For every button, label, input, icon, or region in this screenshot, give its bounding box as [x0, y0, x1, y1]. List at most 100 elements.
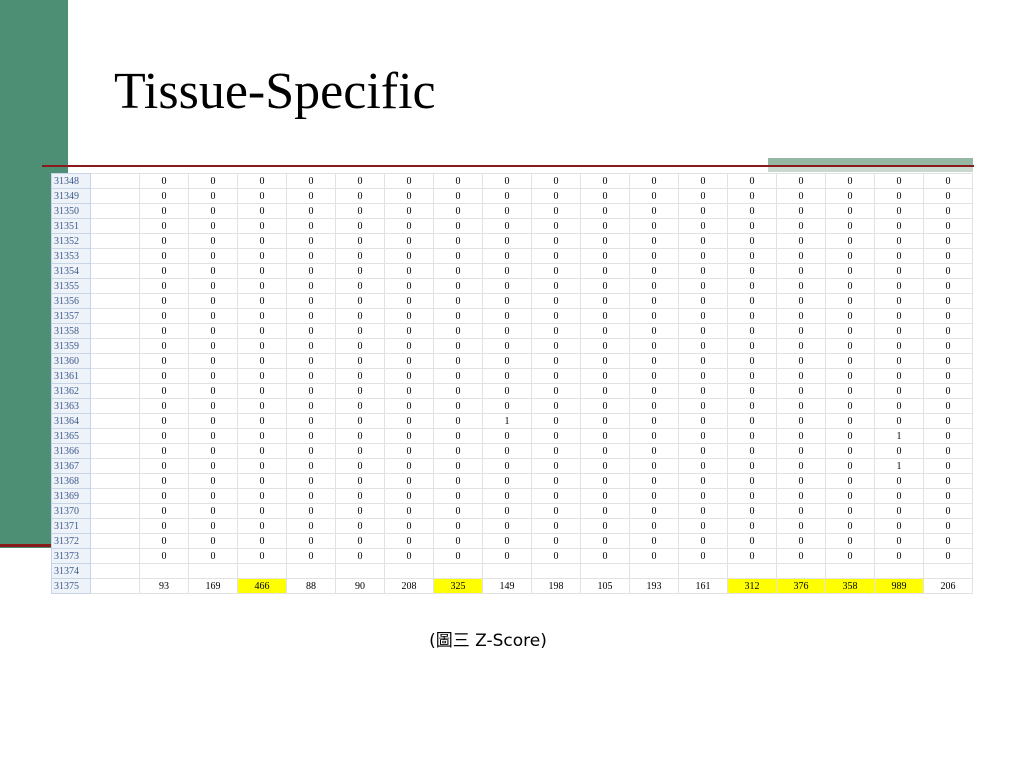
table-cell: 0	[433, 263, 483, 279]
table-row: 31350 0 0 0 0 0 0 0 0 0 0 0 0 0 0 0 0 0	[51, 203, 973, 219]
table-cell: 0	[188, 443, 238, 459]
table-cell: 0	[384, 173, 434, 189]
table-cell: 0	[923, 308, 973, 324]
table-cell: 0	[776, 308, 826, 324]
table-row: 31373 0 0 0 0 0 0 0 0 0 0 0 0 0 0 0 0 0	[51, 548, 973, 564]
table-cell: 0	[629, 548, 679, 564]
table-cell: 0	[776, 518, 826, 534]
table-cell: 0	[335, 488, 385, 504]
table-cell: 0	[384, 488, 434, 504]
table-cell	[482, 563, 532, 579]
title-accent-block	[768, 158, 973, 166]
table-cell: 0	[874, 443, 924, 459]
table-cell: 0	[629, 263, 679, 279]
table-cell: 0	[923, 218, 973, 234]
table-cell: 0	[433, 368, 483, 384]
table-cell: 0	[188, 248, 238, 264]
table-cell: 0	[923, 473, 973, 489]
table-cell: 0	[727, 428, 777, 444]
empty-cell	[90, 473, 140, 489]
table-cell: 0	[923, 488, 973, 504]
table-cell: 0	[335, 398, 385, 414]
table-cell: 0	[188, 173, 238, 189]
row-header: 31365	[51, 428, 91, 444]
table-cell: 0	[384, 338, 434, 354]
table-cell: 0	[286, 488, 336, 504]
row-header: 31356	[51, 293, 91, 309]
row-header: 31350	[51, 203, 91, 219]
empty-cell	[90, 563, 140, 579]
table-cell: 0	[482, 263, 532, 279]
table-cell: 0	[580, 383, 630, 399]
table-cell: 0	[384, 248, 434, 264]
table-cell: 0	[580, 173, 630, 189]
table-cell: 0	[237, 398, 287, 414]
table-cell: 0	[629, 458, 679, 474]
row-header: 31359	[51, 338, 91, 354]
row-header: 31352	[51, 233, 91, 249]
table-row: 31349 0 0 0 0 0 0 0 0 0 0 0 0 0 0 0 0 0	[51, 188, 973, 204]
table-cell: 0	[825, 413, 875, 429]
empty-cell	[90, 503, 140, 519]
table-cell: 0	[531, 518, 581, 534]
table-cell: 0	[923, 368, 973, 384]
table-cell: 0	[727, 233, 777, 249]
table-cell: 0	[433, 308, 483, 324]
table-cell: 0	[874, 323, 924, 339]
table-cell: 0	[923, 233, 973, 249]
table-cell: 0	[580, 353, 630, 369]
table-cell: 0	[678, 203, 728, 219]
table-cell: 0	[678, 338, 728, 354]
table-cell: 0	[482, 173, 532, 189]
table-row: 31355 0 0 0 0 0 0 0 0 0 0 0 0 0 0 0 0 0	[51, 278, 973, 294]
empty-cell	[90, 248, 140, 264]
table-cell: 0	[874, 383, 924, 399]
table-cell: 0	[629, 293, 679, 309]
table-cell: 0	[580, 233, 630, 249]
table-cell: 0	[335, 503, 385, 519]
table-cell: 0	[384, 278, 434, 294]
table-cell: 0	[188, 518, 238, 534]
table-cell: 0	[286, 203, 336, 219]
table-cell: 0	[237, 518, 287, 534]
table-cell	[188, 563, 238, 579]
table-cell: 0	[629, 338, 679, 354]
table-cell: 0	[727, 323, 777, 339]
table-cell: 0	[139, 518, 189, 534]
table-cell: 0	[237, 233, 287, 249]
table-cell: 0	[923, 518, 973, 534]
row-header: 31349	[51, 188, 91, 204]
table-cell: 0	[482, 428, 532, 444]
table-cell: 0	[188, 293, 238, 309]
table-cell: 0	[678, 548, 728, 564]
table-cell: 0	[286, 248, 336, 264]
table-cell: 0	[531, 278, 581, 294]
table-cell: 0	[237, 353, 287, 369]
table-cell: 0	[825, 383, 875, 399]
table-row: 31364 0 0 0 0 0 0 0 1 0 0 0 0 0 0 0 0 0	[51, 413, 973, 429]
table-cell: 0	[874, 188, 924, 204]
table-cell: 0	[678, 278, 728, 294]
table-cell	[874, 563, 924, 579]
table-cell: 0	[139, 323, 189, 339]
table-cell: 0	[531, 263, 581, 279]
highlighted-cell: 376	[776, 578, 826, 594]
table-cell: 0	[188, 398, 238, 414]
table-cell: 0	[580, 188, 630, 204]
table-cell: 0	[678, 503, 728, 519]
table-cell: 0	[139, 338, 189, 354]
table-cell: 0	[776, 173, 826, 189]
table-cell	[678, 563, 728, 579]
table-cell: 0	[629, 248, 679, 264]
table-cell: 0	[188, 323, 238, 339]
table-cell: 90	[335, 578, 385, 594]
table-row: 31372 0 0 0 0 0 0 0 0 0 0 0 0 0 0 0 0 0	[51, 533, 973, 549]
table-cell: 0	[678, 398, 728, 414]
table-cell: 0	[433, 233, 483, 249]
table-cell: 0	[139, 188, 189, 204]
table-cell: 0	[580, 428, 630, 444]
table-cell: 0	[678, 533, 728, 549]
table-cell: 0	[237, 413, 287, 429]
empty-cell	[90, 548, 140, 564]
table-cell: 0	[384, 353, 434, 369]
